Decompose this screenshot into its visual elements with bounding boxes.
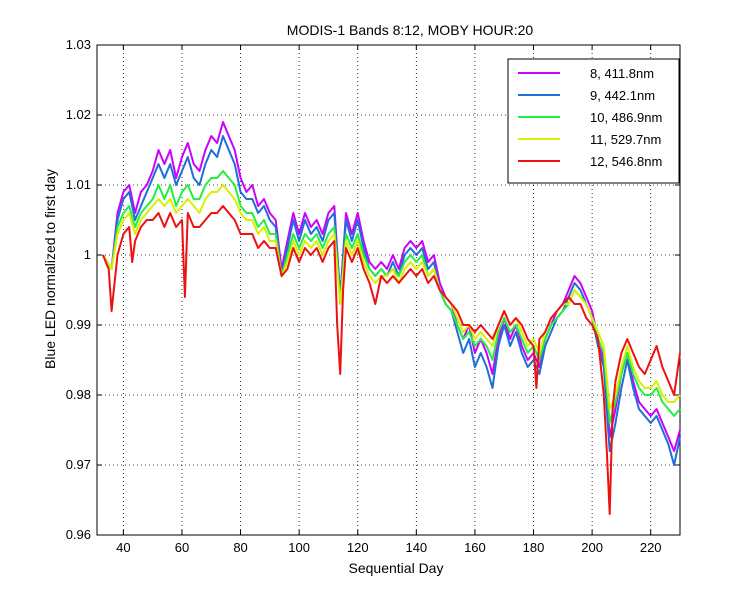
y-axis-title: Blue LED normalized to first day [42, 169, 58, 369]
y-tick-label: 1.03 [66, 37, 91, 52]
x-tick-label: 160 [464, 540, 486, 555]
chart-title: MODIS-1 Bands 8:12, MOBY HOUR:20 [287, 22, 534, 38]
x-axis-title: Sequential Day [349, 560, 444, 576]
x-tick-label: 60 [175, 540, 189, 555]
x-tick-label: 120 [347, 540, 369, 555]
legend-label: 9, 442.1nm [590, 88, 655, 103]
legend-label: 10, 486.9nm [590, 110, 662, 125]
y-tick-label: 1.01 [66, 177, 91, 192]
series-lines [101, 121, 681, 515]
x-tick-label: 80 [233, 540, 247, 555]
x-tick-label: 200 [581, 540, 603, 555]
x-tick-label: 40 [116, 540, 130, 555]
x-tick-label: 140 [405, 540, 427, 555]
series-line-2 [102, 135, 681, 466]
y-tick-label: 1.02 [66, 107, 91, 122]
legend-label: 12, 546.8nm [590, 154, 662, 169]
axes: 40 60 80 100 120 140 160 180 200 220 0.96 0.97 0.98 0… [66, 37, 681, 555]
plot-frame [96, 44, 681, 536]
x-tick-label: 220 [640, 540, 662, 555]
x-tick-label: 100 [288, 540, 310, 555]
y-tick-label: 1 [84, 247, 91, 262]
legend-label: 11, 529.7nm [590, 132, 661, 147]
legend-box [507, 58, 680, 184]
y-tick-label: 0.99 [66, 317, 91, 332]
series-line-1 [102, 121, 681, 452]
series-line-4 [102, 184, 681, 410]
grid-lines [97, 45, 680, 535]
legend-label: 8, 411.8nm [590, 66, 654, 81]
series-line-5 [101, 205, 681, 515]
y-tick-label: 0.97 [66, 457, 91, 472]
y-tick-label: 0.96 [66, 527, 91, 542]
x-tick-label: 180 [523, 540, 545, 555]
y-tick-label: 0.98 [66, 387, 91, 402]
legend: 8, 411.8nm 9, 442.1nm 10, 486.9nm 11, 529.7… [507, 58, 680, 184]
